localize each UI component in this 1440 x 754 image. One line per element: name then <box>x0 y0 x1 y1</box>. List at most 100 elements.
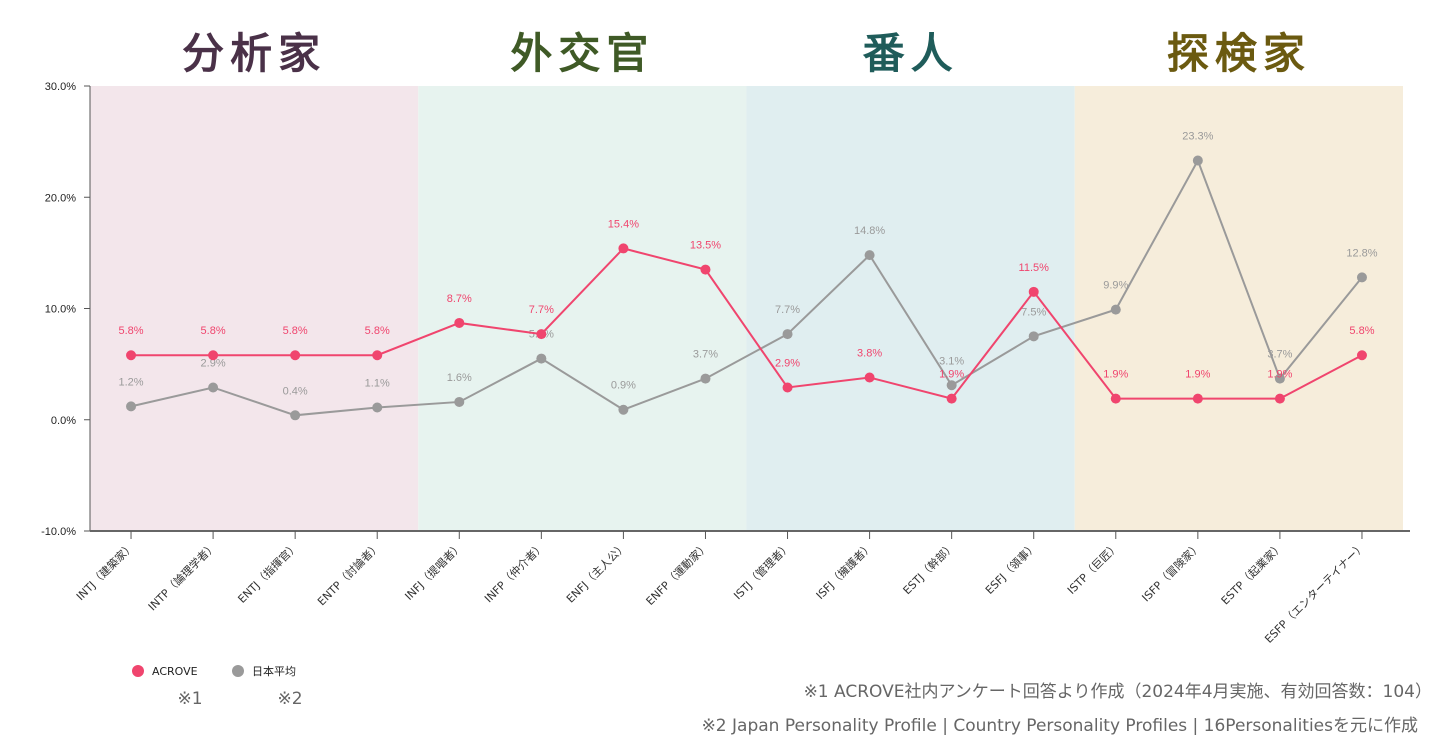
footnote-2: ※2 Japan Personality Profile | Country P… <box>702 716 1418 736</box>
data-point <box>536 329 547 340</box>
data-label: 1.9% <box>1103 369 1128 381</box>
x-tick-label: ENTP（討論者） <box>314 539 383 608</box>
data-point <box>1356 350 1367 361</box>
data-label: 3.8% <box>857 347 882 359</box>
data-point <box>946 380 957 391</box>
data-label: 1.9% <box>939 369 964 381</box>
data-label: 12.8% <box>1346 247 1377 259</box>
data-label: 1.1% <box>365 378 390 390</box>
y-tick-label: -10.0% <box>41 526 76 538</box>
data-label: 8.7% <box>447 293 472 305</box>
data-point <box>864 372 875 383</box>
x-tick-label: ISTJ（管理者） <box>731 539 794 602</box>
y-tick-label: 10.0% <box>45 304 76 316</box>
data-point <box>372 350 383 361</box>
data-label: 5.8% <box>365 325 390 337</box>
data-point <box>208 350 219 361</box>
x-tick-label: ENFP（運動家） <box>643 539 712 608</box>
data-point <box>782 329 793 340</box>
legend-marker <box>232 665 244 677</box>
group-band <box>1074 86 1403 531</box>
data-label: 7.5% <box>1021 306 1046 318</box>
data-point <box>618 243 629 254</box>
data-point <box>946 393 957 404</box>
footnote-1: ※1 ACROVE社内アンケート回答より作成（2024年4月実施、有効回答数：1… <box>804 682 1432 702</box>
legend-label: 日本平均 <box>252 664 296 678</box>
data-point <box>290 350 301 361</box>
data-label: 3.1% <box>939 355 964 367</box>
data-label: 13.5% <box>690 240 721 252</box>
data-label: 11.5% <box>1019 262 1050 274</box>
data-label: 1.6% <box>447 372 472 384</box>
data-point <box>1192 155 1203 166</box>
x-tick-label: ESTJ（幹部） <box>900 539 958 597</box>
data-point <box>1110 393 1121 404</box>
data-label: 9.9% <box>1103 280 1128 292</box>
legend-label: ACROVE <box>152 665 198 678</box>
data-point <box>1192 393 1203 404</box>
data-label: 1.9% <box>1185 369 1210 381</box>
data-point <box>454 317 465 328</box>
data-label: 0.9% <box>611 380 636 392</box>
data-point <box>1274 373 1285 384</box>
data-point <box>1356 272 1367 283</box>
data-label: 7.7% <box>775 304 800 316</box>
data-point <box>700 373 711 384</box>
data-point <box>864 250 875 261</box>
data-label: 23.3% <box>1182 131 1213 143</box>
group-header: 外交官 <box>510 29 654 78</box>
data-point <box>290 410 301 421</box>
data-point <box>1110 304 1121 315</box>
series-line <box>131 247 1363 400</box>
data-label: 1.2% <box>118 376 143 388</box>
y-tick-label: 0.0% <box>51 415 76 427</box>
legend-marker <box>132 665 144 677</box>
data-point <box>700 264 711 275</box>
x-tick-label: INTJ（建築家） <box>73 539 137 603</box>
data-label: 5.8% <box>201 325 226 337</box>
group-band <box>418 86 747 531</box>
y-tick-label: 30.0% <box>45 81 76 93</box>
data-label: 2.9% <box>775 357 800 369</box>
legend-note: ※2 <box>277 689 302 709</box>
data-label: 7.7% <box>529 304 554 316</box>
x-tick-label: ESTP（起業家） <box>1218 539 1286 607</box>
x-tick-label: ENTJ（指揮官） <box>235 539 302 606</box>
x-tick-label: ENFJ（主人公） <box>564 540 630 606</box>
data-label: 0.4% <box>283 385 308 397</box>
legend: ACROVE ※1 日本平均 ※2 <box>132 664 303 709</box>
x-tick-label: INFJ（提唱者） <box>402 540 465 603</box>
data-point <box>1028 331 1039 342</box>
data-label: 14.8% <box>854 225 885 237</box>
data-point <box>782 382 793 393</box>
group-header: 分析家 <box>182 29 326 78</box>
x-tick-label: INFP（仲介者） <box>481 539 547 605</box>
legend-note: ※1 <box>177 689 202 709</box>
x-tick-label: ESFJ（領事） <box>982 539 1040 597</box>
x-tick-label: INTP（論理学者） <box>145 539 219 613</box>
group-header: 番人 <box>863 29 959 78</box>
data-point <box>454 396 465 407</box>
data-label: 5.8% <box>283 325 308 337</box>
data-label: 3.7% <box>1267 349 1292 361</box>
data-label: 2.9% <box>201 357 226 369</box>
data-point <box>126 350 137 361</box>
data-label: 3.7% <box>693 349 718 361</box>
data-point <box>618 404 629 415</box>
x-tick-label: ISFP（冒険家） <box>1139 539 1204 604</box>
data-point <box>208 382 219 393</box>
data-label: 15.4% <box>608 218 639 230</box>
series-line <box>130 158 1363 417</box>
data-point <box>372 402 383 413</box>
data-point <box>126 401 137 412</box>
data-label: 1.9% <box>1267 369 1292 381</box>
data-point <box>536 353 547 364</box>
group-header: 探検家 <box>1167 29 1311 78</box>
data-label: 5.8% <box>1349 325 1374 337</box>
group-band <box>90 86 419 531</box>
x-tick-label: ISFJ（擁護者） <box>813 539 876 602</box>
data-point <box>1028 286 1039 297</box>
y-tick-label: 20.0% <box>45 192 76 204</box>
data-label: 5.8% <box>118 325 143 337</box>
